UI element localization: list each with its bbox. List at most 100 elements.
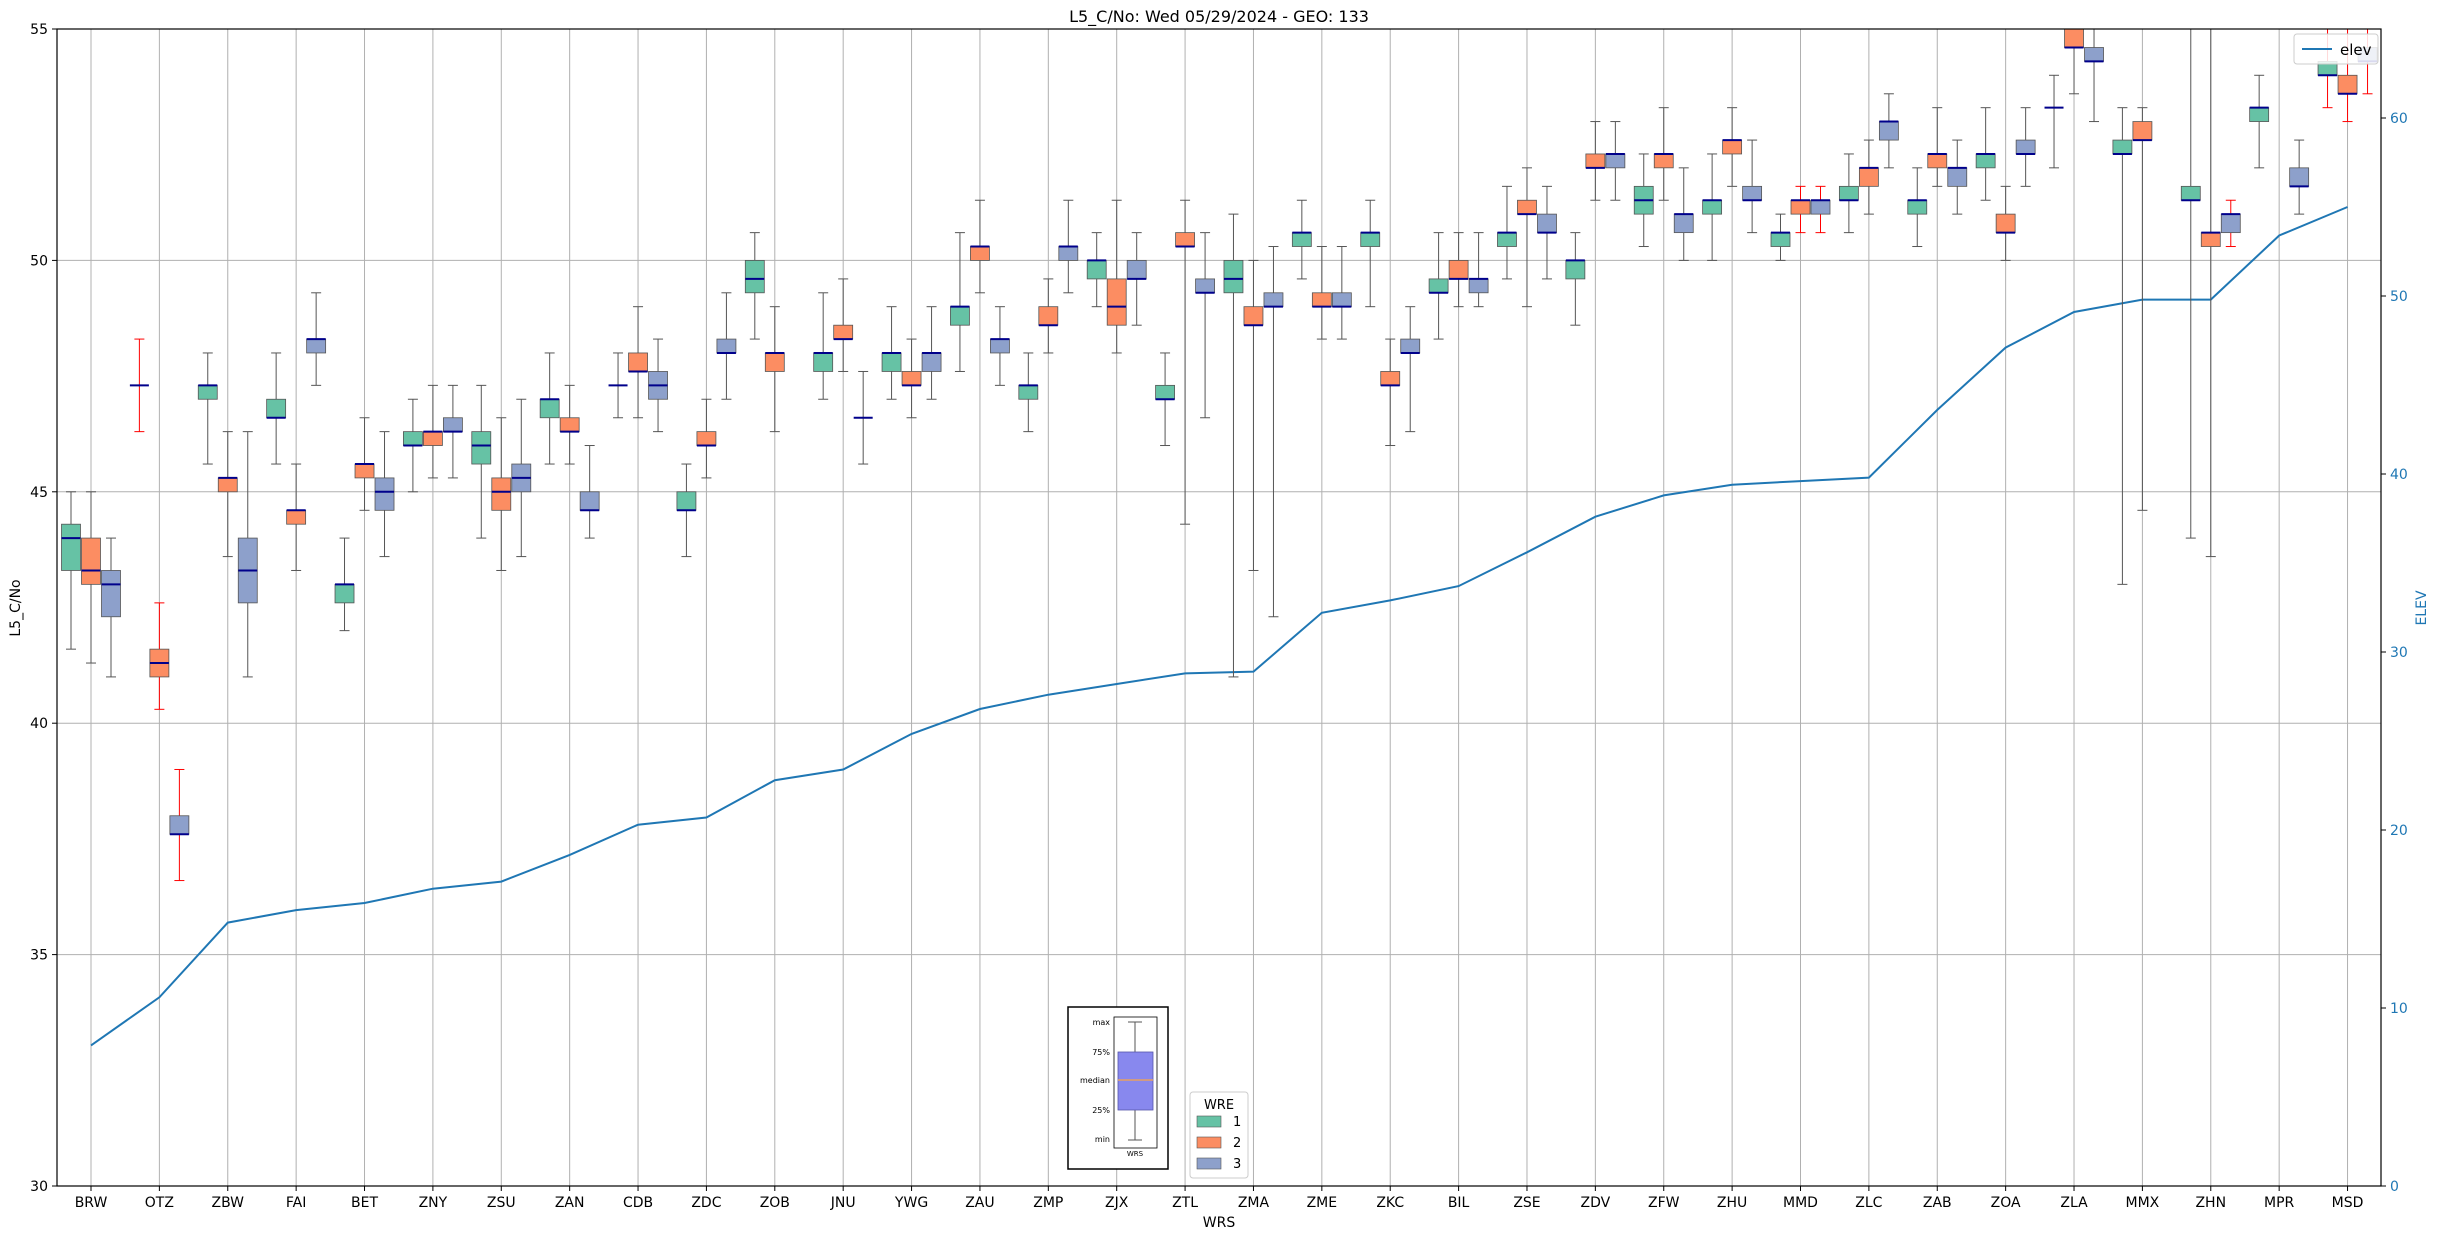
x-tick-label: BIL xyxy=(1448,1195,1470,1211)
plot-frame xyxy=(56,28,2382,1187)
box-zbw-wre2 xyxy=(217,431,238,558)
box-zdv-wre1 xyxy=(1565,232,1586,326)
box-iqr xyxy=(1722,139,1743,155)
box-otz-wre3 xyxy=(169,768,190,882)
box-iqr xyxy=(1742,185,1763,201)
x-tick-label: ZAB xyxy=(1923,1195,1952,1211)
box-iqr xyxy=(1838,185,1859,201)
box-zbw-wre3 xyxy=(237,431,258,678)
box-iqr xyxy=(1360,232,1381,247)
box-iqr xyxy=(1770,232,1791,247)
elev-legend-label: elev xyxy=(2340,41,2372,59)
y2-tick-label: 60 xyxy=(2390,111,2408,127)
wre-legend-swatch-1 xyxy=(1196,1115,1222,1128)
explainer-xlabel: WRS xyxy=(1127,1150,1144,1158)
box-zla-wre1 xyxy=(2044,74,2064,169)
box-zhu-wre2 xyxy=(1722,107,1743,187)
box-iqr xyxy=(374,477,395,511)
box-iqr xyxy=(1038,306,1059,326)
box-iqr xyxy=(169,815,190,835)
box-zmp-wre1 xyxy=(1018,352,1039,433)
box-iqr xyxy=(628,352,648,372)
box-zdv-wre2 xyxy=(1585,121,1606,201)
wre-legend: WRE 1 2 3 xyxy=(1189,1091,1249,1179)
box-iqr xyxy=(2180,185,2201,201)
box-zoa-wre2 xyxy=(1995,185,2016,261)
box-zse-wre3 xyxy=(1537,185,1557,280)
box-iqr xyxy=(1605,153,1626,169)
box-zsu-wre3 xyxy=(511,398,532,558)
box-cdb-wre2 xyxy=(628,306,648,419)
box-iqr xyxy=(1263,292,1284,308)
box-ywg-wre1 xyxy=(881,306,902,400)
box-iqr xyxy=(61,523,81,571)
box-zfw-wre1 xyxy=(1633,153,1654,248)
box-zfw-wre3 xyxy=(1673,167,1694,261)
chart-title: L5_C/No: Wed 05/29/2024 - GEO: 133 xyxy=(1069,7,1369,27)
box-ztl-wre2 xyxy=(1175,199,1195,525)
box-iqr xyxy=(1927,153,1948,169)
box-iqr xyxy=(881,352,902,372)
box-iqr xyxy=(2200,232,2221,247)
box-explainer-inset: max 75% median 25% min WRS xyxy=(1067,1006,1169,1170)
box-iqr xyxy=(2289,167,2310,187)
box-fai-wre1 xyxy=(266,352,287,465)
box-iqr xyxy=(579,491,600,511)
box-iqr xyxy=(1468,278,1489,294)
box-zme-wre1 xyxy=(1291,199,1312,280)
box-zkc-wre1 xyxy=(1360,199,1381,308)
box-iqr xyxy=(1565,259,1586,280)
box-zab-wre3 xyxy=(1947,139,1968,215)
y2-tick-label: 50 xyxy=(2390,289,2408,305)
box-brw-wre1 xyxy=(61,491,81,650)
box-zan-wre3 xyxy=(579,445,600,539)
box-zny-wre1 xyxy=(402,398,423,493)
box-zjx-wre3 xyxy=(1126,232,1147,326)
box-iqr xyxy=(559,417,580,433)
box-zjx-wre1 xyxy=(1086,232,1107,308)
x-tick-label: ZKC xyxy=(1376,1195,1404,1211)
wre-legend-title: WRE xyxy=(1204,1098,1234,1113)
box-iqr xyxy=(1858,167,1879,187)
box-iqr xyxy=(1497,232,1517,247)
box-iqr xyxy=(1291,232,1312,247)
box-otz-wre2 xyxy=(149,602,170,710)
wre-legend-swatch-2 xyxy=(1196,1136,1222,1149)
box-iqr xyxy=(81,537,101,585)
box-zab-wre2 xyxy=(1927,107,1948,187)
box-zdc-wre3 xyxy=(716,292,737,400)
box-zkc-wre3 xyxy=(1400,306,1421,433)
box-iqr xyxy=(2112,139,2133,155)
x-tick-label: ZNY xyxy=(419,1195,448,1211)
box-iqr xyxy=(764,352,785,372)
box-zla-wre2 xyxy=(2064,29,2084,95)
box-zny-wre3 xyxy=(442,384,463,479)
x-tick-label: MMX xyxy=(2126,1195,2160,1211)
x-tick-label: BRW xyxy=(75,1195,108,1211)
box-iqr xyxy=(1223,259,1244,294)
box-zlc-wre1 xyxy=(1838,153,1859,234)
box-zhu-wre3 xyxy=(1742,139,1763,234)
explainer-min: min xyxy=(1095,1135,1110,1144)
x-tick-label: ZBW xyxy=(211,1195,244,1211)
box-iqr xyxy=(1331,292,1352,308)
box-iqr xyxy=(1126,259,1147,280)
box-zse-wre1 xyxy=(1497,185,1517,280)
y-tick-label: 35 xyxy=(30,948,48,964)
box-fai-wre3 xyxy=(306,292,327,386)
x-tick-label: CDB xyxy=(623,1195,653,1211)
box-iqr xyxy=(1947,167,1968,187)
box-zhn-wre1 xyxy=(2180,29,2201,539)
x-tick-label: ZFW xyxy=(1648,1195,1680,1211)
x-tick-label: ZOA xyxy=(1991,1195,2021,1211)
box-bil-wre3 xyxy=(1468,232,1489,308)
box-iqr xyxy=(1448,259,1469,280)
box-brw-wre2 xyxy=(81,491,101,664)
box-cdb-wre1 xyxy=(608,352,628,419)
x-tick-label: ZDC xyxy=(691,1195,721,1211)
box-zkc-wre2 xyxy=(1380,338,1401,447)
elev-series-line xyxy=(90,206,2348,1047)
x-tick-label: ZHN xyxy=(2195,1195,2226,1211)
box-iqr xyxy=(901,371,922,386)
